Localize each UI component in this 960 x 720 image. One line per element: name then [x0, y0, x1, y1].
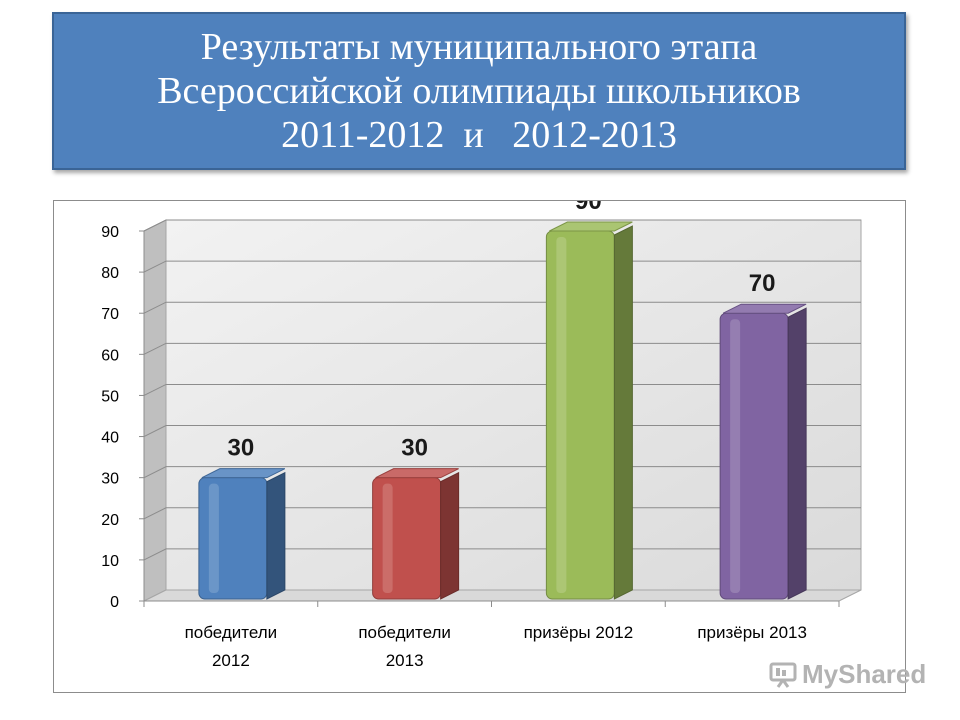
- title-banner: Результаты муниципального этапа Всеросси…: [52, 12, 906, 170]
- bar-chart: 0 10 20 30 40 50 60 70 80 90 30 победители 2012 30 поб…: [101, 201, 862, 670]
- bar-highlight: [556, 237, 567, 593]
- watermark-text: MyShared: [802, 658, 927, 689]
- y-tick-label: 30: [101, 471, 119, 488]
- bar-side: [613, 225, 633, 600]
- bar-top: [722, 303, 807, 314]
- data-label: 30: [228, 435, 255, 462]
- y-tick-label: 80: [101, 265, 119, 282]
- chart-frame: 0 10 20 30 40 50 60 70 80 90 30 победители 2012 30 поб…: [53, 200, 906, 693]
- y-tick-label: 40: [101, 430, 119, 447]
- bar-side: [787, 307, 807, 600]
- x-category-label: 2012: [212, 651, 250, 670]
- y-tick-label: 50: [101, 388, 119, 405]
- y-tick-label: 0: [110, 594, 119, 611]
- bar-highlight: [208, 483, 219, 593]
- y-tick-label: 20: [101, 512, 119, 529]
- y-tick-label: 90: [101, 224, 119, 241]
- data-label: 70: [749, 270, 776, 297]
- gridline: [143, 219, 861, 232]
- data-label: 90: [575, 201, 602, 215]
- bar-top: [549, 221, 633, 232]
- title-line-3: 2011-2012 и 2012-2013: [281, 114, 677, 156]
- y-tick-label: 70: [101, 306, 119, 323]
- x-category-label: победители: [185, 623, 278, 642]
- bar-side: [440, 471, 460, 600]
- bar-highlight: [730, 319, 741, 593]
- y-tick-label: 10: [101, 553, 119, 570]
- presentation-icon: [769, 662, 797, 688]
- watermark: MyShared: [768, 656, 926, 692]
- bar-top: [201, 468, 286, 479]
- x-category-label: призёры 2013: [697, 623, 807, 642]
- bar-highlight: [382, 483, 393, 593]
- y-tick-label: 60: [101, 347, 119, 364]
- x-category-label: 2013: [386, 651, 424, 670]
- chart-side-wall: [143, 219, 167, 602]
- bar-side: [266, 471, 286, 600]
- bar-top: [375, 468, 459, 479]
- x-category-label: победители: [358, 623, 451, 642]
- title-line-2: Всероссийской олимпиады школьников: [157, 70, 801, 112]
- title-line-1: Результаты муниципального этапа: [200, 26, 758, 68]
- data-label: 30: [401, 435, 428, 462]
- x-category-label: призёры 2012: [524, 623, 634, 642]
